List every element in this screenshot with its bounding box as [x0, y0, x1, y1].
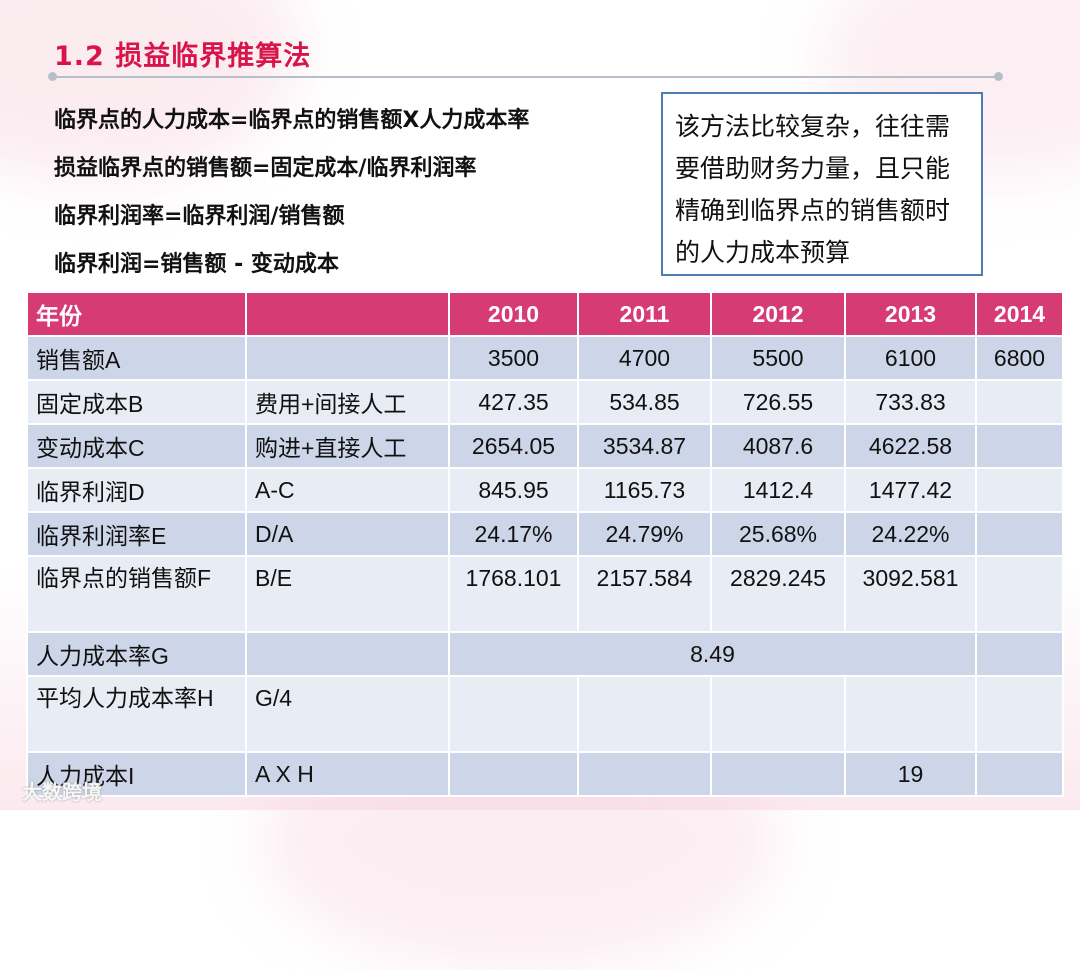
- table-cell: 2654.05: [448, 423, 579, 469]
- watermark: 大数跨境: [22, 780, 102, 804]
- row-label: 固定成本B: [26, 379, 247, 425]
- table-cell: 24.17%: [448, 511, 579, 557]
- row-label: 人力成本I: [26, 751, 247, 797]
- table-cell: 4700: [577, 335, 712, 381]
- table-cell: 3534.87: [577, 423, 712, 469]
- row-label: 临界利润D: [26, 467, 247, 513]
- table-cell: [844, 675, 977, 753]
- divider-dot-left: [48, 72, 57, 81]
- table-cell: 1477.42: [844, 467, 977, 513]
- row-label: 平均人力成本率H: [26, 675, 247, 753]
- row-label: 变动成本C: [26, 423, 247, 469]
- table-cell: 845.95: [448, 467, 579, 513]
- table-cell: 534.85: [577, 379, 712, 425]
- table-cell: 4087.6: [710, 423, 846, 469]
- row-formula: [245, 335, 450, 381]
- row-formula: D/A: [245, 511, 450, 557]
- table-row: 人力成本I A X H 19: [26, 751, 1064, 797]
- table-cell: 6800: [975, 335, 1064, 381]
- table-row: 临界利润率E D/A 24.17% 24.79% 25.68% 24.22%: [26, 511, 1064, 557]
- table-cell: [577, 675, 712, 753]
- header-cell: 年份: [26, 291, 247, 337]
- table-cell: [975, 555, 1064, 633]
- table-cell: [577, 751, 712, 797]
- table-cell: [710, 675, 846, 753]
- table-header-row: 年份 2010 2011 2012 2013 2014: [26, 291, 1064, 337]
- row-label: 临界点的销售额F: [26, 555, 247, 633]
- divider-dot-right: [994, 72, 1003, 81]
- row-label: 人力成本率G: [26, 631, 247, 677]
- row-label: 销售额A: [26, 335, 247, 381]
- row-formula: B/E: [245, 555, 450, 633]
- table-cell: 19: [844, 751, 977, 797]
- table-cell: 25.68%: [710, 511, 846, 557]
- formula-line: 临界点的人力成本=临界点的销售额X人力成本率: [54, 108, 530, 133]
- table-cell: 427.35: [448, 379, 579, 425]
- header-cell: 2014: [975, 291, 1064, 337]
- table-cell: 3500: [448, 335, 579, 381]
- cost-table: 年份 2010 2011 2012 2013 2014 销售额A 3500 47…: [26, 291, 1064, 797]
- table-cell: [975, 467, 1064, 513]
- merged-cell: 8.49: [448, 631, 977, 677]
- formula-line: 临界利润=销售额 - 变动成本: [54, 252, 339, 277]
- row-formula: [245, 631, 450, 677]
- table-cell: [975, 423, 1064, 469]
- row-formula: 购进+直接人工: [245, 423, 450, 469]
- table-cell: 2157.584: [577, 555, 712, 633]
- formula-line: 损益临界点的销售额=固定成本/临界利润率: [54, 156, 477, 181]
- table-row: 固定成本B 费用+间接人工 427.35 534.85 726.55 733.8…: [26, 379, 1064, 425]
- table-cell: [448, 675, 579, 753]
- formula-line: 临界利润率=临界利润/销售额: [54, 204, 345, 229]
- table-cell: 733.83: [844, 379, 977, 425]
- table-cell: 24.79%: [577, 511, 712, 557]
- table-cell: [448, 751, 579, 797]
- header-cell: 2013: [844, 291, 977, 337]
- table-row: 变动成本C 购进+直接人工 2654.05 3534.87 4087.6 462…: [26, 423, 1064, 469]
- table-cell: 3092.581: [844, 555, 977, 633]
- row-label: 临界利润率E: [26, 511, 247, 557]
- table-cell: [975, 751, 1064, 797]
- table-cell: 6100: [844, 335, 977, 381]
- table-cell: 5500: [710, 335, 846, 381]
- header-cell: [245, 291, 450, 337]
- header-cell: 2011: [577, 291, 712, 337]
- table-cell: 1412.4: [710, 467, 846, 513]
- table-row: 临界点的销售额F B/E 1768.101 2157.584 2829.245 …: [26, 555, 1064, 633]
- row-formula: A X H: [245, 751, 450, 797]
- table-row: 销售额A 3500 4700 5500 6100 6800: [26, 335, 1064, 381]
- header-cell: 2010: [448, 291, 579, 337]
- table-cell: 24.22%: [844, 511, 977, 557]
- slide-title: 1.2 损益临界推算法: [54, 41, 312, 72]
- table-row: 临界利润D A-C 845.95 1165.73 1412.4 1477.42: [26, 467, 1064, 513]
- table-row: 人力成本率G 8.49: [26, 631, 1064, 677]
- table-cell: [975, 675, 1064, 753]
- note-box: 该方法比较复杂，往往需要借助财务力量，且只能精确到临界点的销售额时的人力成本预算: [661, 92, 983, 276]
- row-formula: A-C: [245, 467, 450, 513]
- table-cell: [975, 379, 1064, 425]
- table-cell: 4622.58: [844, 423, 977, 469]
- header-cell: 2012: [710, 291, 846, 337]
- table-cell: 2829.245: [710, 555, 846, 633]
- table-row: 平均人力成本率H G/4: [26, 675, 1064, 753]
- table-cell: [710, 751, 846, 797]
- table-cell: 1165.73: [577, 467, 712, 513]
- table-cell: 1768.101: [448, 555, 579, 633]
- table-cell: 726.55: [710, 379, 846, 425]
- row-formula: G/4: [245, 675, 450, 753]
- row-formula: 费用+间接人工: [245, 379, 450, 425]
- table-cell: [975, 631, 1064, 677]
- title-divider: [52, 76, 1000, 78]
- table-cell: [975, 511, 1064, 557]
